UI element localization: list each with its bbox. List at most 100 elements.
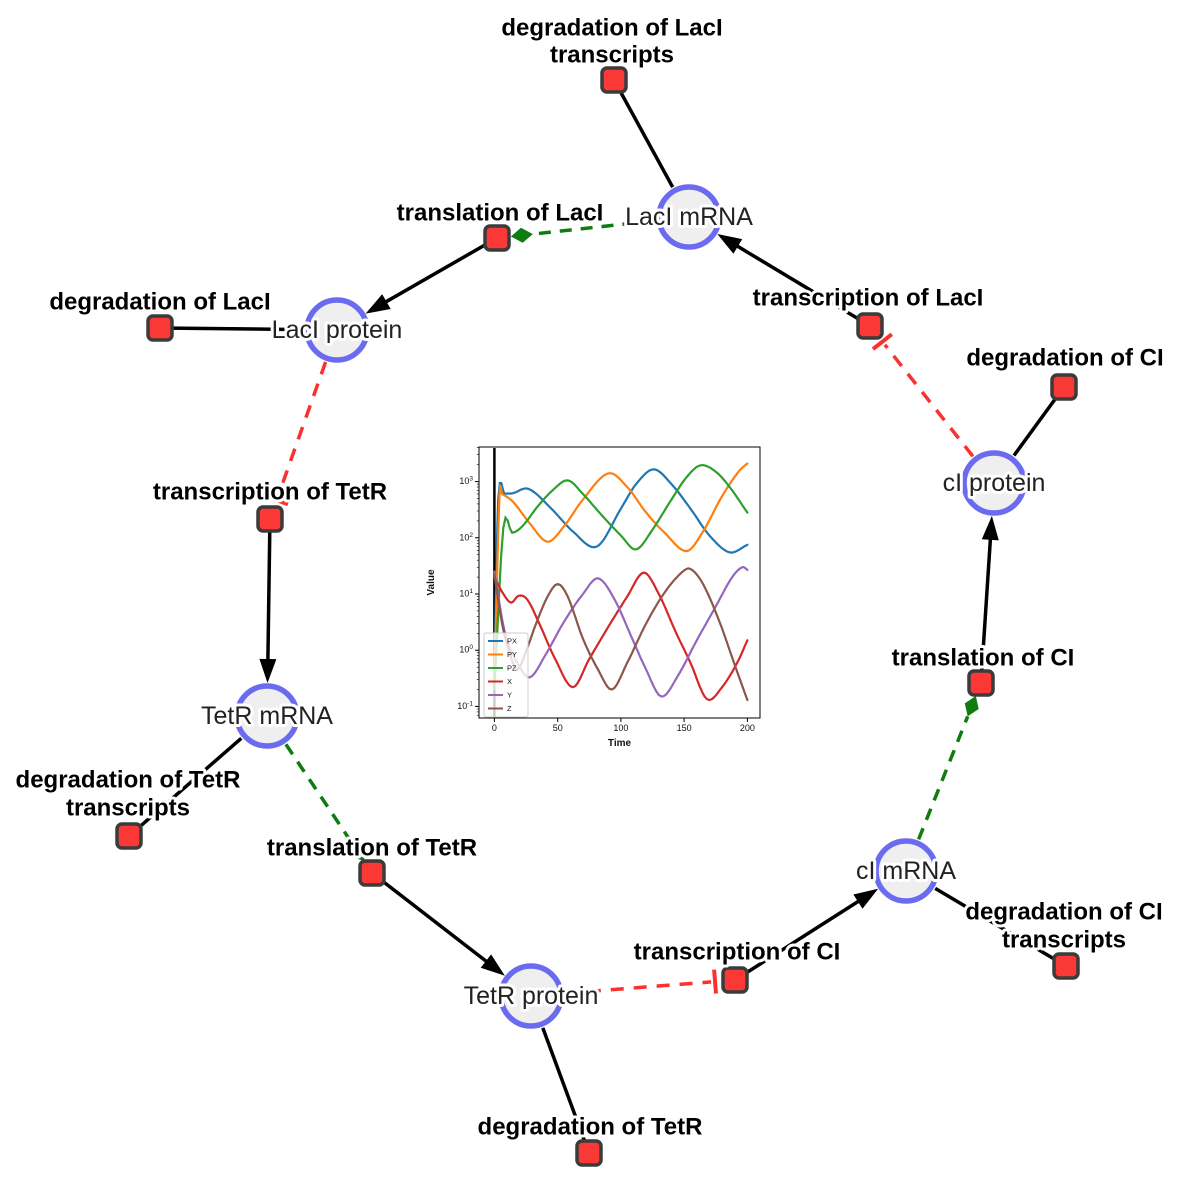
reaction-node-transcription-ci[interactable]: [721, 966, 749, 994]
axis-ticks: [475, 447, 748, 722]
reaction-node-degradation-ci-transcripts[interactable]: [1052, 952, 1080, 980]
series-line-PZ: [493, 463, 749, 691]
species-label-ci-protein: cI protein: [943, 469, 1046, 497]
series-line-X: [493, 571, 749, 702]
reaction-node-degradation-laci-transcripts[interactable]: [600, 66, 628, 94]
edge-tetr-protein-degradation-tetr: [541, 1027, 587, 1144]
y-tick-label: 10-1: [457, 700, 473, 711]
edge-laci-protein-transcription-tetr: [264, 361, 328, 507]
legend-label-X: X: [507, 677, 512, 686]
reaction-label-transcription-tetr: transcription of TetR: [153, 479, 387, 506]
reaction-node-degradation-laci[interactable]: [146, 314, 174, 342]
edge-tetr-protein-transcription-ci: [564, 969, 718, 996]
x-tick-label: 0: [492, 723, 497, 733]
reaction-label-degradation-tetr: degradation of TetR: [478, 1114, 703, 1141]
legend-label-PY: PY: [507, 650, 517, 659]
arrowhead: [480, 954, 505, 976]
species-node-tetr-protein[interactable]: [498, 963, 564, 1029]
x-axis-label: Time: [608, 738, 632, 749]
reaction-label-degradation-ci-transcripts-line1: degradation of CI: [965, 899, 1162, 926]
legend: PX PY PZ XYZ: [483, 632, 529, 718]
x-tick-label: 200: [740, 723, 755, 733]
reaction-node-degradation-ci[interactable]: [1050, 373, 1078, 401]
edge-ci-protein-degradation-ci: [1012, 394, 1059, 457]
edge-laci-mrna-degradation-laci-transcripts: [617, 88, 675, 189]
y-tick-label: 103: [459, 476, 473, 487]
series-line-Z: [493, 567, 749, 702]
reaction-node-translation-ci[interactable]: [967, 669, 995, 697]
legend-label-Y: Y: [507, 691, 512, 700]
species-label-laci-mrna: LacI mRNA: [625, 203, 753, 231]
edge-ci-mrna-translation-ci: [916, 696, 979, 841]
species-label-tetr-protein: TetR protein: [464, 982, 599, 1010]
edge-transcription-laci-laci-mrna: [717, 234, 862, 322]
species-label-ci-mrna: cI mRNA: [856, 857, 956, 885]
reaction-node-transcription-laci[interactable]: [856, 312, 884, 340]
arrowhead: [365, 294, 391, 314]
reaction-label-translation-laci: translation of LacI: [397, 200, 604, 227]
edge-ci-mrna-degradation-ci-transcripts: [934, 886, 1058, 962]
species-node-tetr-mrna[interactable]: [234, 683, 300, 749]
diamond-arrowhead: [510, 227, 533, 243]
reaction-label-degradation-laci-transcripts-line2: transcripts: [550, 42, 674, 69]
species-node-laci-mrna[interactable]: [656, 184, 722, 250]
edge-translation-ci-ci-protein: [979, 515, 999, 673]
y-axis-label: Value: [426, 569, 437, 596]
reaction-node-translation-laci[interactable]: [483, 224, 511, 252]
arrowhead: [981, 515, 999, 541]
legend-label-PX: PX: [507, 637, 517, 646]
reaction-label-transcription-ci: transcription of CI: [634, 939, 841, 966]
reaction-label-degradation-ci-transcripts-line2: transcripts: [1002, 927, 1126, 954]
edge-laci-protein-degradation-laci: [170, 326, 304, 332]
species-node-ci-protein[interactable]: [961, 450, 1027, 516]
edge-laci-mrna-translation-laci: [510, 218, 656, 243]
y-tick-label: 102: [459, 532, 473, 543]
series-line-Y: [493, 565, 749, 698]
nodes-layer: [115, 66, 1080, 1167]
reaction-node-degradation-tetr[interactable]: [575, 1139, 603, 1167]
reaction-label-transcription-laci: transcription of LacI: [753, 285, 984, 312]
species-node-laci-protein[interactable]: [304, 297, 370, 363]
edge-ci-protein-transcription-laci: [871, 332, 975, 458]
diamond-arrowhead: [964, 696, 979, 717]
edge-tetr-mrna-translation-tetr: [284, 743, 365, 862]
reaction-label-degradation-ci: degradation of CI: [966, 345, 1163, 372]
arrowhead: [259, 658, 277, 683]
edge-translation-tetr-tetr-protein: [379, 878, 505, 976]
reaction-node-degradation-tetr-transcripts[interactable]: [115, 822, 143, 850]
edge-transcription-ci-ci-mrna: [743, 888, 879, 976]
diamond-arrowhead: [351, 843, 365, 862]
series-layer: [493, 462, 749, 702]
legend-label-PZ: PZ: [507, 664, 517, 673]
inhibition-tbar: [871, 332, 894, 351]
series-line-PY: [493, 462, 749, 681]
edge-translation-laci-laci-protein: [365, 241, 489, 314]
arrowhead: [717, 234, 743, 254]
reaction-label-degradation-laci: degradation of LacI: [49, 289, 270, 316]
legend-box: [483, 632, 529, 718]
edge-transcription-tetr-tetr-mrna: [259, 529, 277, 683]
edges-layer: [136, 88, 1059, 1144]
x-tick-label: 150: [677, 723, 692, 733]
arrowhead: [853, 888, 879, 909]
inhibition-tbar: [712, 969, 718, 994]
series-line-PX: [493, 468, 749, 674]
reaction-label-degradation-tetr-transcripts-line2: transcripts: [66, 795, 190, 822]
species-label-laci-protein: LacI protein: [272, 316, 403, 344]
labels-layer: LacI mRNA LacI protein TetR mRNA TetR prote…: [13, 12, 1167, 1144]
species-label-tetr-mrna: TetR mRNA: [201, 702, 333, 730]
reaction-node-translation-tetr[interactable]: [358, 859, 386, 887]
x-tick-label: 50: [553, 723, 563, 733]
reaction-label-translation-tetr: translation of TetR: [267, 835, 477, 862]
y-tick-label: 100: [459, 644, 473, 655]
reaction-label-degradation-tetr-transcripts-line1: degradation of TetR: [16, 767, 241, 794]
legend-label-Z: Z: [507, 704, 512, 713]
reaction-label-degradation-laci-transcripts-line1: degradation of LacI: [501, 15, 722, 42]
species-node-ci-mrna[interactable]: [873, 838, 939, 904]
reaction-node-transcription-tetr[interactable]: [256, 505, 284, 533]
inhibition-tbar: [264, 494, 289, 507]
edge-tetr-mrna-degradation-tetr-transcripts: [136, 736, 243, 831]
